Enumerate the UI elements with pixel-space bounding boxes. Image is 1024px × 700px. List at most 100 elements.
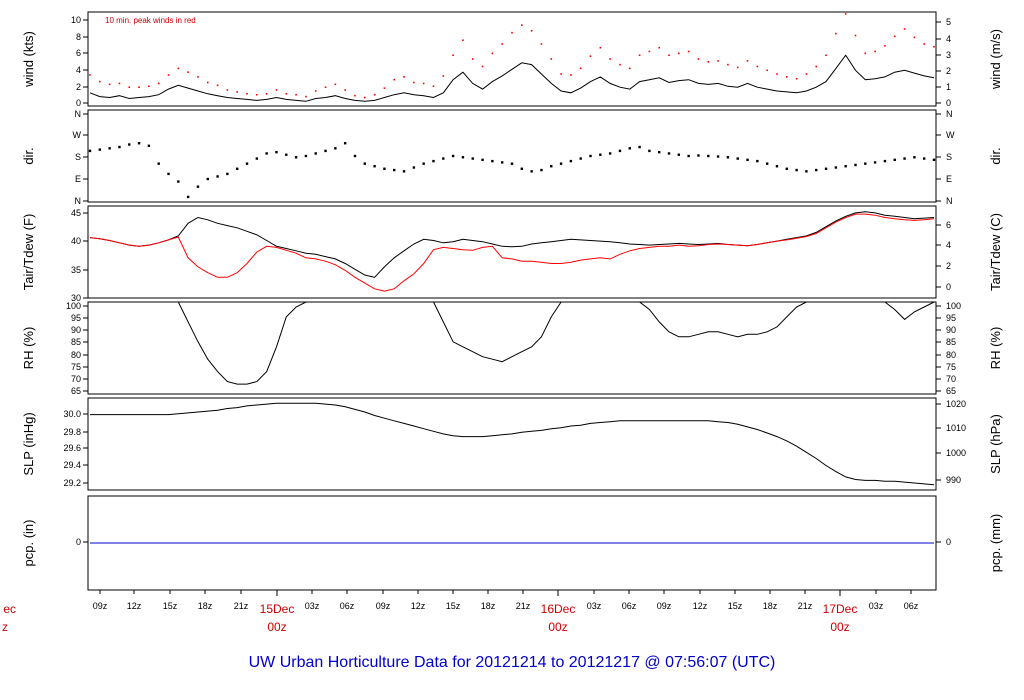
peak-wind-point: [462, 39, 464, 41]
direction-point: [373, 165, 376, 168]
y-axis-label: dir.: [21, 147, 36, 164]
direction-point: [422, 162, 425, 165]
peak-wind-point: [226, 89, 229, 91]
direction-point: [815, 168, 818, 172]
peak-wind-point: [893, 35, 896, 38]
direction-point: [304, 154, 308, 158]
direction-point: [481, 158, 484, 162]
direction-point: [854, 163, 857, 167]
peak-wind-point: [884, 45, 886, 47]
peak-wind-point: [736, 66, 739, 69]
left-tick-label: 29.2: [63, 478, 81, 488]
direction-point: [834, 166, 838, 169]
peak-wind-point: [501, 43, 503, 45]
right-tick-label: W: [946, 130, 955, 140]
direction-point: [589, 154, 592, 158]
peak-wind-point: [668, 54, 670, 57]
peak-wind-point: [609, 58, 611, 60]
peak-wind-point: [305, 95, 307, 98]
direction-point: [196, 185, 200, 188]
peak-wind-point: [236, 91, 239, 93]
peak-wind-point: [246, 92, 248, 95]
direction-point: [638, 145, 641, 149]
left-tick-label: 30: [71, 293, 81, 303]
direction-point: [893, 158, 896, 162]
direction-point: [442, 157, 445, 160]
peak-wind-point: [825, 54, 827, 57]
hour-label: 06z: [622, 601, 637, 611]
direction-point: [393, 168, 396, 172]
plot-area: [89, 13, 935, 102]
direction-point: [216, 175, 219, 178]
panel-pcp: 0 0 pcp. (in) pcp. (mm): [21, 495, 1003, 591]
right-tick-label: 6: [946, 220, 951, 230]
peak-wind-point: [589, 55, 592, 57]
left-tick-label: 70: [71, 374, 81, 384]
day-label-date: 15Dec: [260, 602, 295, 616]
right-tick-label: 4: [946, 240, 951, 250]
hour-label: 21z: [798, 601, 813, 611]
peak-wind-point: [844, 13, 847, 15]
peak-wind-point: [785, 76, 788, 78]
peak-wind-point: [432, 85, 435, 88]
direction-point: [520, 167, 524, 170]
peak-wind-point: [874, 50, 876, 53]
direction-point: [667, 152, 671, 155]
hour-label: 18z: [763, 601, 778, 611]
peak-wind-point: [216, 84, 219, 87]
peak-wind-point: [471, 58, 474, 60]
direction-point: [540, 168, 543, 172]
peak-wind-point: [717, 60, 719, 62]
direction-point: [206, 177, 209, 181]
left-tick-label: 100: [66, 301, 81, 311]
y-axis-label-right: RH (%): [988, 327, 1003, 370]
hour-label: 06z: [904, 601, 919, 611]
right-tick-label: 3: [946, 50, 951, 60]
hour-label: 12z: [127, 601, 142, 611]
peak-wind-point: [697, 58, 700, 60]
direction-point: [402, 170, 406, 173]
right-tick-label: 70: [946, 374, 956, 384]
left-tick-label: 8: [76, 32, 81, 42]
direction-point: [648, 149, 651, 153]
wind-peak-annotation: 10 min. peak winds in red: [105, 16, 196, 25]
left-tick-label: 90: [71, 325, 81, 335]
right-tick-label: 2: [946, 261, 951, 271]
left-tick-label: W: [73, 130, 82, 140]
hour-label: 18z: [198, 601, 213, 611]
peak-wind-point: [687, 50, 690, 53]
direction-point: [864, 162, 867, 165]
panel-temp: 30 35 40 45 0 2 4 6 Tair/Tdew (F) Tair/Tdew (C): [21, 205, 1003, 303]
right-tick-label: 0: [946, 537, 951, 547]
series-line: [90, 402, 935, 486]
panel-frame: [87, 301, 937, 395]
direction-point: [108, 147, 111, 150]
direction-point: [147, 144, 151, 147]
y-axis-label-right: Tair/Tdew (C): [988, 213, 1003, 291]
hour-label: 21z: [516, 601, 531, 611]
peak-wind-point: [413, 81, 415, 84]
right-tick-label: 0: [946, 282, 951, 292]
direction-point: [697, 154, 700, 157]
left-tick-label: 30.0: [63, 409, 81, 419]
panel-frame: [87, 11, 937, 107]
direction-point: [363, 162, 366, 165]
plot-area: [89, 211, 935, 292]
peak-wind-point: [923, 43, 925, 45]
right-tick-label: 1000: [946, 448, 966, 458]
left-tick-label: 29.8: [63, 427, 81, 437]
peak-wind-point: [560, 73, 562, 75]
peak-wind-point: [324, 86, 327, 88]
right-tick-label: 95: [946, 313, 956, 323]
direction-point: [137, 142, 141, 145]
series-line: [89, 211, 935, 278]
left-tick-label: N: [75, 196, 82, 206]
right-tick-label: 0: [946, 98, 951, 108]
direction-point: [775, 165, 779, 168]
day-label-hour: 00z: [267, 620, 286, 634]
hour-label: 15z: [728, 601, 743, 611]
peak-wind-point: [295, 93, 297, 96]
peak-wind-point: [756, 65, 759, 68]
right-tick-label: 85: [946, 337, 956, 347]
